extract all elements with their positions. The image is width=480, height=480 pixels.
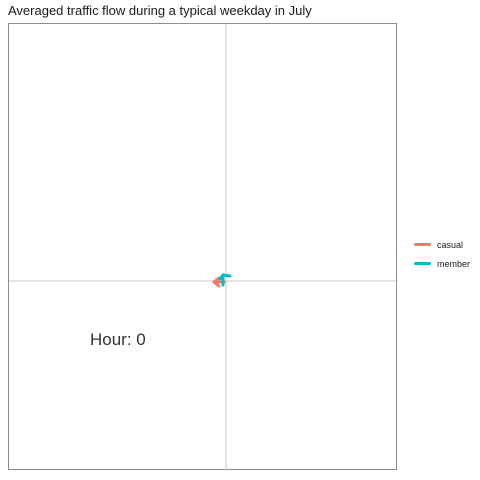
legend-item-member: member — [414, 254, 470, 273]
flow-marks — [212, 273, 232, 288]
legend-key-casual — [414, 243, 431, 246]
legend-key-member — [414, 262, 431, 265]
legend-label-casual: casual — [437, 239, 464, 250]
hour-annotation: Hour: 0 — [90, 330, 146, 349]
plot-panel — [8, 23, 398, 471]
chart-title: Averaged traffic flow during a typical w… — [8, 3, 312, 18]
plot-svg — [9, 24, 398, 471]
arrow-head-right-member — [221, 273, 232, 278]
legend-label-member: member — [437, 258, 471, 269]
legend: casual member — [414, 235, 470, 273]
arrow-head-lower-casual — [212, 280, 221, 288]
legend-item-casual: casual — [414, 235, 470, 254]
